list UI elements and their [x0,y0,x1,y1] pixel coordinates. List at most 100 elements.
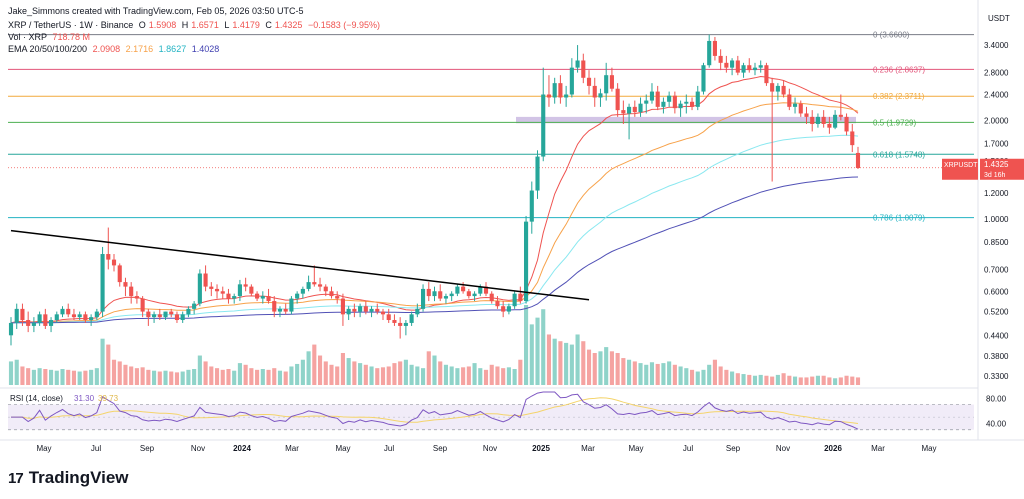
candle-body [415,308,420,315]
candle [209,282,214,297]
candle [37,311,42,326]
candle [506,303,511,315]
y-tick-label: 0.3300 [984,372,1009,381]
candle-body [638,103,643,113]
fib-level-label: 0.618 (1.5748) [873,150,925,159]
volume-bar [31,369,36,385]
candle-body [426,288,431,297]
volume-bar [363,364,368,385]
candle-body [689,101,695,107]
candle-body [695,91,700,107]
candle [386,308,391,323]
y-tick-label: 1.0000 [984,215,1009,224]
volume-bar [83,370,88,385]
candle [569,58,574,98]
candle-body [243,284,248,287]
candle [106,227,111,270]
volume-bar [266,369,271,385]
candle-body [598,93,603,98]
candle-body [735,60,740,73]
volume-bar [203,361,208,385]
candle-body [60,308,65,315]
volume-bar [506,367,511,385]
x-tick-label: 2026 [824,444,842,453]
tradingview-logo[interactable]: 17 TradingView [8,468,129,488]
candle-body [146,311,151,318]
volume-bar [804,377,809,385]
candle-body [724,62,729,68]
y-axis-unit: USDT [988,14,1010,23]
candle [529,181,534,234]
candle-body [855,152,861,168]
candle [501,301,506,318]
candle-body [586,77,592,86]
volume-bar [37,368,42,385]
volume-bar [638,363,643,385]
candle [89,314,94,326]
candle [94,308,99,321]
candle [192,301,197,315]
volume-bar [426,351,431,385]
rsi-tick-label: 80.00 [986,394,1007,403]
candle [598,88,603,107]
candle [466,288,471,299]
candle [340,293,345,326]
candle-body [54,314,59,321]
volume-bar [649,362,655,385]
candle-body [123,282,128,287]
candle [483,282,489,297]
candle [100,246,105,318]
candle-body [833,114,838,128]
candle [237,279,242,302]
candle-body [398,322,403,326]
candle-body [489,293,494,302]
candle [375,303,380,315]
close-value: 1.4325 [274,20,303,30]
ema20-line [10,75,859,324]
volume-bar [272,368,277,385]
candle [226,288,231,304]
price-tag-bg [942,158,978,180]
candle [735,55,740,76]
candle [369,306,374,318]
candle-body [157,314,162,318]
candle [66,303,71,318]
volume-bar [787,375,792,385]
candle-body [449,293,454,297]
candle [535,150,540,199]
candle-body [649,91,655,101]
candle-body [518,293,523,302]
x-tick-label: May [628,444,643,453]
candle [661,97,666,114]
volume-bar [621,358,626,385]
candle-body [707,40,712,66]
fib-level-label: 0.5 (1.9729) [873,118,916,127]
candle-body [741,65,746,73]
candle [644,94,649,114]
candle-body [295,293,300,299]
volume-bar [552,338,557,385]
candle-body [501,306,506,312]
volume-bar [764,375,769,385]
candle [632,100,637,117]
candle-body [329,291,334,297]
volume-bar [300,359,305,385]
volume-bar [810,376,815,385]
candle [707,34,712,68]
volume-bar [157,371,162,385]
volume-bar [220,369,225,385]
volume-bar [398,361,403,385]
volume-bar [20,366,25,385]
candle [180,311,185,323]
tradingview-logo-icon: 17 [8,469,24,487]
candle [838,94,843,121]
candle [546,75,552,107]
trendline [10,229,590,301]
candle-body [43,314,48,326]
candle-body [529,190,534,222]
candle [77,311,82,321]
volume-bar [352,361,357,385]
candle [701,62,706,95]
candle [415,303,420,318]
